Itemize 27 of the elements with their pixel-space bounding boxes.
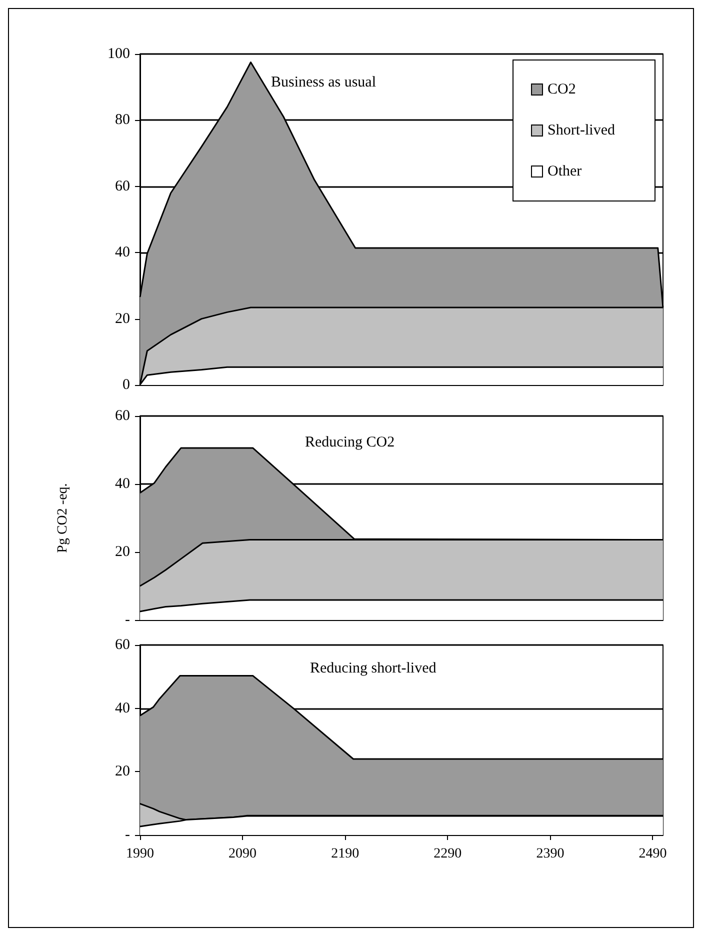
text: Reducing short-lived xyxy=(310,660,437,676)
y-tick-label: 0 xyxy=(122,377,130,393)
legend-label: Short-lived xyxy=(548,122,616,138)
y-tick-label: 100 xyxy=(108,46,130,62)
x-tick-label: 2490 xyxy=(638,846,667,862)
text: Reducing CO2 xyxy=(305,434,395,450)
x-tick-label: 1990 xyxy=(126,846,154,862)
x-tick-label: 2190 xyxy=(331,846,360,862)
x-tick-label: 2390 xyxy=(536,846,564,862)
y-axis-title: Pg CO2 -eq. xyxy=(56,483,70,553)
y-tick-label: 20 xyxy=(115,310,130,327)
y-tick-label: 60 xyxy=(115,637,130,653)
y-tick-label: 60 xyxy=(115,408,130,424)
y-tick-label: 40 xyxy=(115,244,130,261)
y-tick-label: - xyxy=(125,612,130,628)
x-tick-label: 2090 xyxy=(228,846,257,862)
y-tick-label: 20 xyxy=(115,544,130,560)
y-tick-label: 40 xyxy=(115,476,130,492)
y-tick-label: - xyxy=(125,827,130,843)
y-tick-label: 60 xyxy=(115,178,130,194)
y-tick-label: 40 xyxy=(115,700,130,716)
legend-label: CO2 xyxy=(548,82,576,98)
y-tick-label: 20 xyxy=(115,764,130,780)
legend-label: Other xyxy=(548,164,582,180)
text: Business as usual xyxy=(271,74,376,90)
y-tick-label: 80 xyxy=(115,112,130,128)
x-tick-label: 2290 xyxy=(434,846,462,862)
